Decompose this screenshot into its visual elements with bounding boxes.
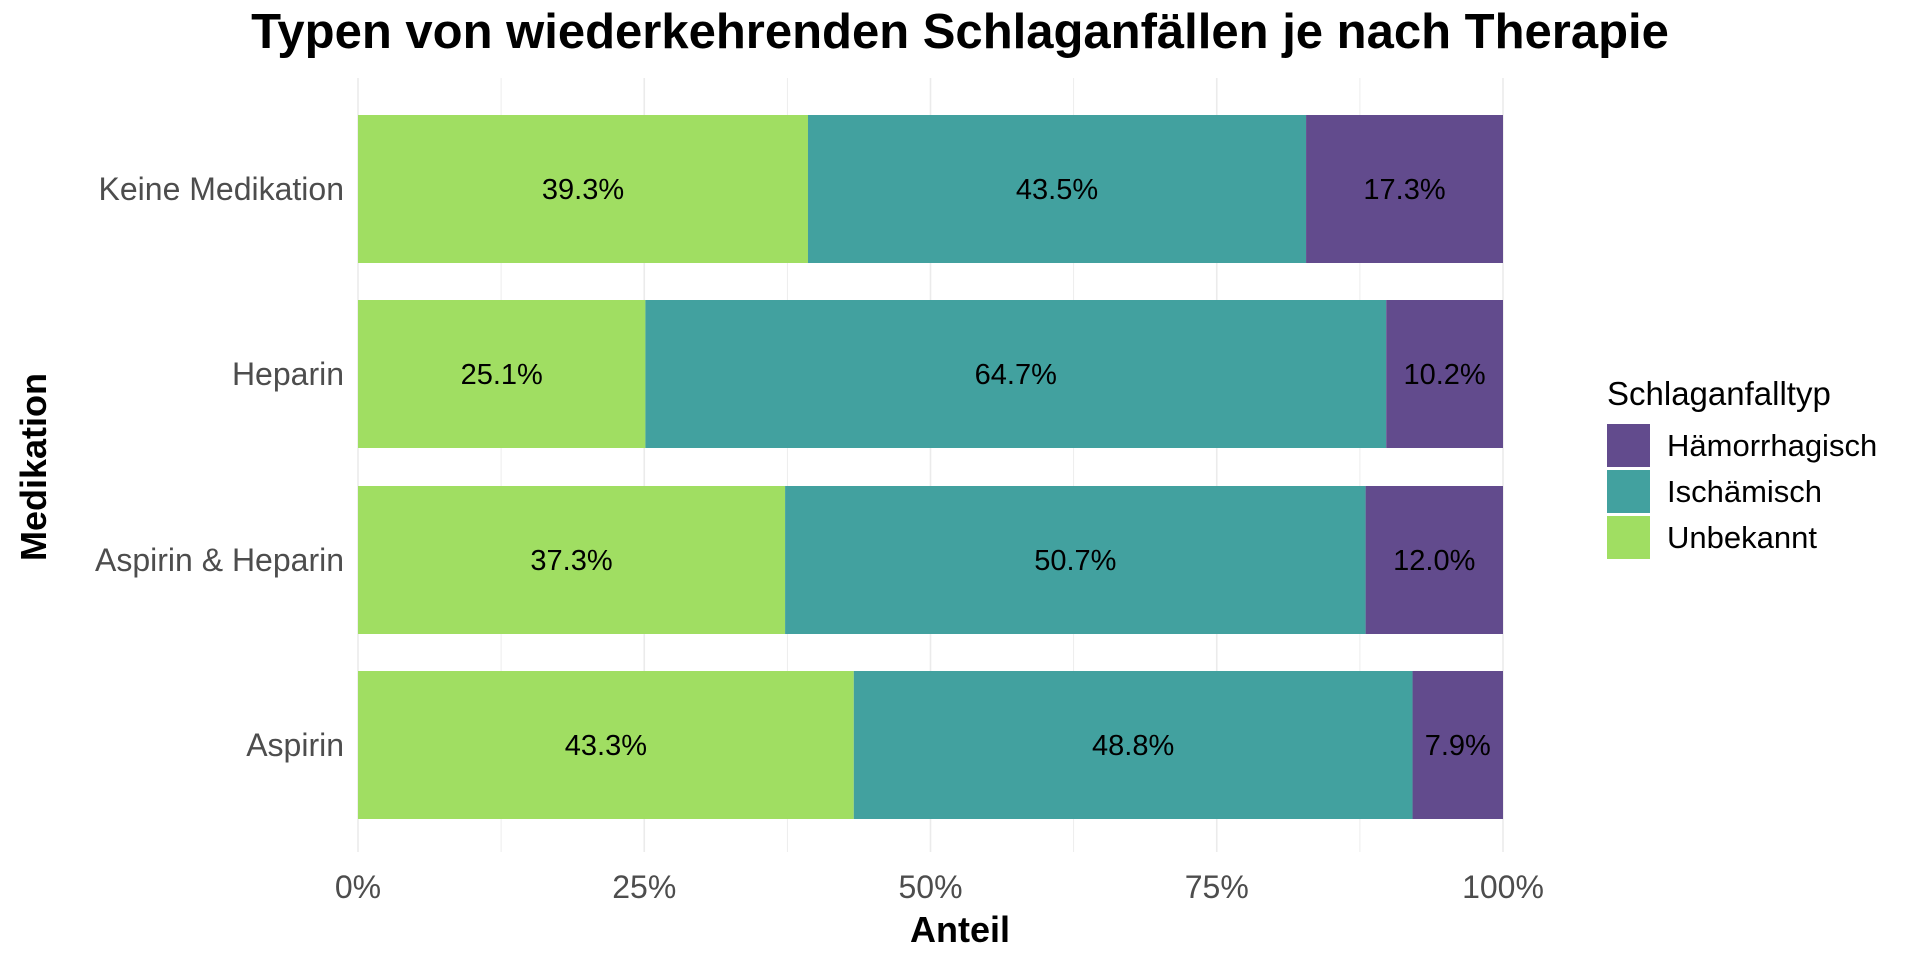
y-tick-label: Aspirin & Heparin [95, 542, 344, 578]
bars [358, 115, 1503, 819]
bar-value-label: 25.1% [461, 359, 543, 391]
legend-title: Schlaganfalltyp [1607, 375, 1831, 412]
bar-segment-h-morrhagisch [1306, 115, 1503, 263]
legend-label: Unbekannt [1667, 520, 1817, 555]
bar-value-label: 12.0% [1393, 545, 1475, 577]
bar-value-label: 48.8% [1092, 730, 1174, 762]
legend-key-unbekannt [1607, 516, 1650, 559]
y-tick-label: Heparin [232, 356, 344, 392]
bar-segment-isch-misch [785, 486, 1366, 634]
bar-segment-h-morrhagisch [1386, 300, 1503, 448]
bar-value-label: 50.7% [1034, 545, 1116, 577]
y-tick-label: Aspirin [246, 727, 344, 763]
bar-value-label: 7.9% [1425, 730, 1491, 762]
legend-key-h-morrhagisch [1607, 424, 1650, 467]
x-axis-ticks: 0% 25% 50% 75% 100% [335, 869, 1544, 905]
bar-labels: 39.3% 43.5% 17.3% 25.1% 64.7% 10.2% 37.3% 50.7%… [461, 174, 1491, 762]
legend-label: Ischämisch [1667, 474, 1822, 509]
x-axis-title: Anteil [910, 909, 1010, 950]
bar-value-label: 10.2% [1403, 359, 1485, 391]
x-tick-label: 50% [898, 869, 962, 905]
bar-value-label: 37.3% [530, 545, 612, 577]
chart-title: Typen von wiederkehrenden Schlaganfällen… [251, 5, 1669, 59]
bar-segment-h-morrhagisch [1412, 671, 1503, 819]
bar-value-label: 43.5% [1016, 174, 1098, 206]
bar-segment-unbekannt [358, 300, 646, 448]
x-tick-label: 0% [335, 869, 381, 905]
bar-segment-isch-misch [807, 115, 1307, 263]
bar-value-label: 43.3% [565, 730, 647, 762]
bar-segment-unbekannt [358, 671, 854, 819]
y-axis-title: Medikation [13, 373, 54, 561]
legend-label: Hämorrhagisch [1667, 428, 1877, 463]
bar-segment-unbekannt [358, 115, 808, 263]
bar-segment-isch-misch [645, 300, 1387, 448]
x-tick-label: 25% [612, 869, 676, 905]
bar-segment-unbekannt [358, 486, 786, 634]
legend: Schlaganfalltyp Hämorrhagisch Ischämisch U… [1607, 375, 1877, 559]
bar-segment-isch-misch [853, 671, 1413, 819]
y-axis-ticks: Keine Medikation Heparin Aspirin & Heparin… [95, 171, 344, 763]
x-tick-label: 75% [1185, 869, 1249, 905]
bar-segment-h-morrhagisch [1365, 486, 1503, 634]
bar-value-label: 64.7% [975, 359, 1057, 391]
y-tick-label: Keine Medikation [99, 171, 344, 207]
x-tick-label: 100% [1462, 869, 1544, 905]
bar-value-label: 39.3% [542, 174, 624, 206]
legend-key-isch-misch [1607, 470, 1650, 513]
bar-value-label: 17.3% [1363, 174, 1445, 206]
